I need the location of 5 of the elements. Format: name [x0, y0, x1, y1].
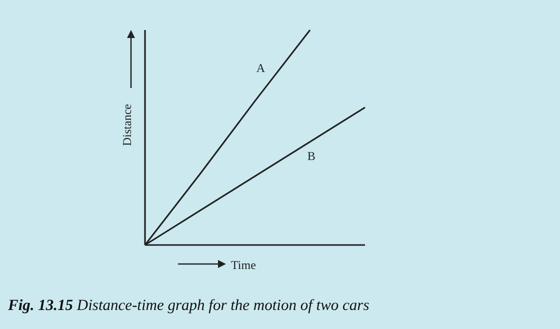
series-label: B: [307, 148, 316, 163]
x-axis-title: Time: [231, 258, 256, 272]
series-label: A: [256, 60, 266, 75]
caption: Fig. 13.15 Distance-time graph for the motion of two cars: [7, 297, 370, 314]
y-axis-title: Distance: [120, 104, 134, 146]
